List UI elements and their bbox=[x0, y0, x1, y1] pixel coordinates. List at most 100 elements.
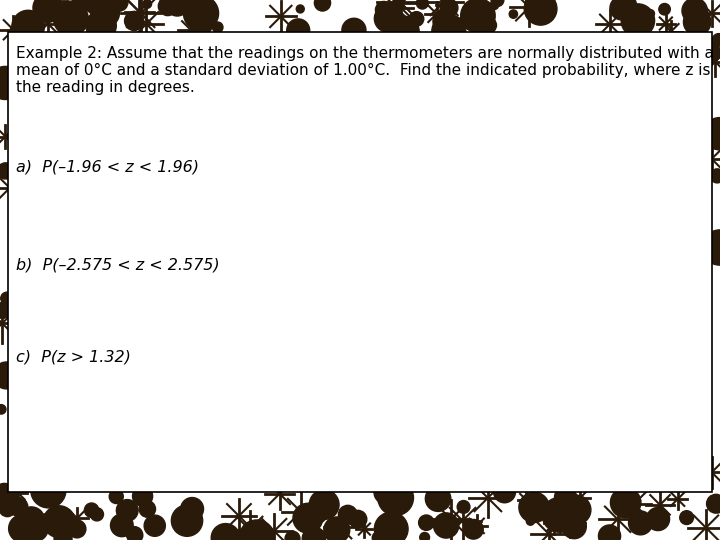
Circle shape bbox=[166, 0, 189, 16]
Text: the reading in degrees.: the reading in degrees. bbox=[16, 80, 194, 95]
Circle shape bbox=[387, 497, 402, 512]
Circle shape bbox=[203, 24, 212, 32]
Circle shape bbox=[481, 17, 497, 33]
Circle shape bbox=[420, 532, 430, 540]
Bar bbox=[0, 0, 720, 32]
Circle shape bbox=[682, 0, 707, 23]
Circle shape bbox=[554, 487, 577, 508]
Circle shape bbox=[712, 497, 720, 512]
Circle shape bbox=[338, 505, 357, 524]
Circle shape bbox=[433, 513, 459, 538]
Circle shape bbox=[562, 515, 586, 539]
Text: b)  P(–2.575 < z < 2.575): b) P(–2.575 < z < 2.575) bbox=[16, 258, 220, 273]
Circle shape bbox=[542, 497, 577, 532]
Circle shape bbox=[110, 514, 133, 537]
Circle shape bbox=[702, 230, 720, 265]
Circle shape bbox=[302, 527, 325, 540]
Circle shape bbox=[127, 526, 143, 540]
Circle shape bbox=[171, 505, 202, 536]
Circle shape bbox=[22, 515, 48, 540]
Circle shape bbox=[25, 22, 39, 36]
Circle shape bbox=[10, 27, 19, 36]
Circle shape bbox=[342, 18, 366, 42]
Circle shape bbox=[461, 0, 495, 33]
Circle shape bbox=[132, 486, 153, 506]
Circle shape bbox=[197, 1, 207, 12]
Circle shape bbox=[409, 12, 424, 26]
Circle shape bbox=[239, 520, 274, 540]
Circle shape bbox=[440, 0, 458, 17]
Circle shape bbox=[181, 497, 204, 521]
Circle shape bbox=[372, 531, 384, 540]
Circle shape bbox=[0, 362, 20, 389]
Circle shape bbox=[0, 404, 6, 414]
Circle shape bbox=[109, 489, 123, 503]
Circle shape bbox=[426, 486, 451, 511]
Circle shape bbox=[565, 505, 577, 517]
Circle shape bbox=[708, 130, 720, 144]
Circle shape bbox=[0, 163, 14, 179]
Circle shape bbox=[457, 501, 470, 514]
Circle shape bbox=[287, 19, 310, 42]
Circle shape bbox=[305, 510, 322, 528]
Circle shape bbox=[389, 16, 419, 46]
Circle shape bbox=[54, 530, 72, 540]
Circle shape bbox=[0, 483, 15, 504]
Circle shape bbox=[621, 4, 654, 37]
Circle shape bbox=[680, 511, 693, 524]
Circle shape bbox=[509, 10, 518, 18]
Circle shape bbox=[117, 500, 138, 521]
Circle shape bbox=[710, 169, 720, 183]
Circle shape bbox=[706, 494, 720, 513]
Circle shape bbox=[629, 511, 652, 535]
Circle shape bbox=[647, 10, 654, 18]
Circle shape bbox=[659, 3, 670, 15]
Circle shape bbox=[375, 2, 392, 18]
Circle shape bbox=[144, 515, 166, 536]
Circle shape bbox=[184, 0, 219, 31]
Circle shape bbox=[72, 0, 93, 12]
Circle shape bbox=[712, 33, 720, 46]
Circle shape bbox=[68, 520, 86, 538]
Circle shape bbox=[43, 506, 75, 538]
Circle shape bbox=[90, 508, 104, 521]
Circle shape bbox=[211, 524, 240, 540]
Circle shape bbox=[12, 10, 45, 43]
Circle shape bbox=[53, 1, 89, 36]
Circle shape bbox=[60, 5, 87, 32]
Circle shape bbox=[610, 0, 634, 20]
Text: Example 2: Assume that the readings on the thermometers are normally distributed: Example 2: Assume that the readings on t… bbox=[16, 46, 714, 61]
Circle shape bbox=[611, 488, 641, 518]
Circle shape bbox=[703, 118, 720, 150]
Circle shape bbox=[0, 302, 11, 319]
Circle shape bbox=[295, 507, 318, 529]
Circle shape bbox=[143, 0, 152, 8]
Circle shape bbox=[562, 495, 591, 525]
Text: a)  P(–1.96 < z < 1.96): a) P(–1.96 < z < 1.96) bbox=[16, 160, 199, 175]
Circle shape bbox=[493, 481, 516, 503]
Circle shape bbox=[92, 0, 120, 27]
Circle shape bbox=[374, 512, 408, 540]
Circle shape bbox=[296, 5, 305, 13]
Circle shape bbox=[524, 0, 557, 25]
Circle shape bbox=[324, 517, 350, 540]
Circle shape bbox=[310, 507, 326, 523]
Circle shape bbox=[31, 472, 66, 508]
Circle shape bbox=[433, 10, 456, 33]
Circle shape bbox=[391, 486, 402, 497]
Circle shape bbox=[0, 501, 16, 517]
Circle shape bbox=[490, 1, 498, 10]
Circle shape bbox=[91, 0, 110, 16]
Circle shape bbox=[464, 519, 483, 539]
Circle shape bbox=[212, 22, 223, 32]
Circle shape bbox=[701, 43, 720, 63]
Circle shape bbox=[18, 507, 45, 534]
Text: mean of 0°C and a standard deviation of 1.00°C.  Find the indicated probability,: mean of 0°C and a standard deviation of … bbox=[16, 63, 711, 78]
Circle shape bbox=[416, 0, 428, 9]
Circle shape bbox=[0, 66, 22, 99]
Circle shape bbox=[125, 11, 144, 30]
Circle shape bbox=[418, 515, 434, 530]
Circle shape bbox=[526, 517, 535, 525]
Circle shape bbox=[0, 485, 18, 508]
Text: c)  P(z > 1.32): c) P(z > 1.32) bbox=[16, 350, 131, 365]
